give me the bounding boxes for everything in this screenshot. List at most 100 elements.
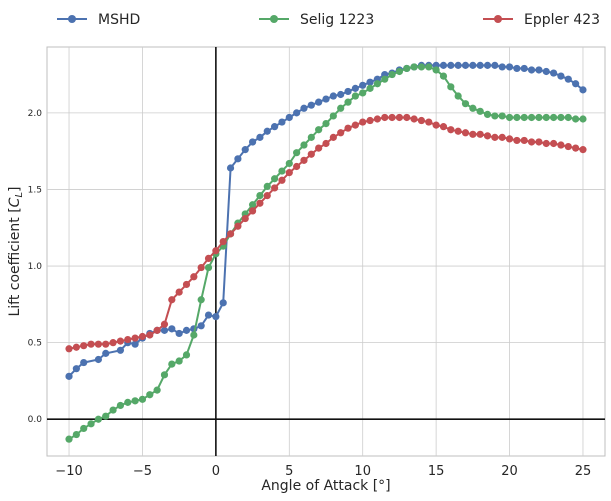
data-point-eppler-423 [160,320,169,328]
data-point-mshd [278,118,286,126]
data-point-selig-1223 [388,70,396,79]
series-eppler-423 [65,113,587,353]
data-point-mshd [285,113,293,122]
data-point-selig-1223 [359,89,367,97]
data-point-mshd [505,63,514,71]
data-point-selig-1223 [535,113,543,122]
y-tick-label: 1.0 [28,262,43,272]
data-point-mshd [476,61,484,69]
x-tick-label: 25 [575,464,592,479]
data-point-eppler-423 [307,150,315,158]
data-point-eppler-423 [146,331,154,339]
data-point-mshd [527,66,536,74]
data-point-eppler-423 [505,135,514,143]
data-point-selig-1223 [109,406,117,414]
plot-frame [46,46,606,457]
legend-label-eppler-423: Eppler 423 [524,12,600,28]
y-tick-labels: 0.0 0.5 1.0 1.5 2.0 [28,109,43,425]
data-point-selig-1223 [417,63,426,71]
data-point-eppler-423 [461,129,470,137]
data-point-selig-1223 [498,112,506,120]
data-point-eppler-423 [337,129,345,137]
data-point-eppler-423 [476,130,484,138]
data-point-mshd [454,61,462,69]
data-point-selig-1223 [72,430,80,439]
data-point-selig-1223 [483,110,492,119]
data-point-eppler-423 [498,133,506,141]
data-point-selig-1223 [527,113,536,122]
data-point-eppler-423 [572,144,580,152]
data-point-eppler-423 [248,207,257,215]
data-point-eppler-423 [131,334,139,342]
series-mshd [65,61,587,380]
data-point-mshd [293,109,301,117]
data-point-selig-1223 [454,92,462,100]
data-point-eppler-423 [388,113,396,122]
data-point-selig-1223 [461,100,470,108]
data-point-selig-1223 [395,67,404,76]
data-point-selig-1223 [248,201,257,209]
data-point-mshd [579,86,587,94]
data-point-mshd [439,61,448,69]
data-point-selig-1223 [351,92,359,100]
legend-item-selig-1223: Selig 1223 [259,12,374,28]
data-point-mshd [557,72,565,80]
data-point-selig-1223 [138,395,147,403]
data-point-eppler-423 [381,113,389,122]
data-point-mshd [351,84,359,92]
data-point-mshd [263,127,271,135]
data-point-mshd [72,365,80,373]
data-point-selig-1223 [175,357,183,365]
data-point-selig-1223 [204,263,213,272]
data-point-selig-1223 [87,420,95,428]
x-tick-label: −5 [133,464,152,479]
data-point-eppler-423 [373,115,381,123]
data-point-eppler-423 [226,230,235,238]
x-tick-label: 15 [428,464,445,479]
x-tick-label: 20 [501,464,518,479]
legend-marker-eppler-423 [494,15,502,23]
data-point-eppler-423 [72,343,80,351]
data-point-mshd [65,372,73,380]
data-point-mshd [219,299,227,307]
y-tick-label: 1.5 [28,185,42,195]
data-point-selig-1223 [300,141,308,149]
data-point-mshd [256,133,264,141]
legend-item-mshd: MSHD [57,12,140,28]
data-point-eppler-423 [454,127,462,135]
data-point-eppler-423 [417,116,426,125]
data-point-eppler-423 [366,116,374,125]
data-point-selig-1223 [469,104,477,112]
data-point-selig-1223 [168,360,176,368]
data-point-selig-1223 [160,371,169,379]
data-point-selig-1223 [432,66,440,74]
data-point-mshd [447,61,455,69]
data-point-eppler-423 [513,136,521,145]
data-point-eppler-423 [432,121,440,129]
data-point-selig-1223 [557,113,565,122]
data-point-mshd [175,329,183,338]
data-point-mshd [513,64,521,73]
data-point-eppler-423 [153,326,161,334]
data-point-selig-1223 [579,115,587,123]
data-point-eppler-423 [190,273,198,281]
data-point-mshd [491,61,499,69]
data-point-eppler-423 [293,162,301,171]
data-point-mshd [469,61,477,69]
data-point-eppler-423 [322,139,330,148]
legend: MSHD Selig 1223 Eppler 423 [57,12,600,28]
data-point-selig-1223 [403,64,411,73]
data-point-eppler-423 [94,340,102,348]
data-point-selig-1223 [564,113,572,122]
data-point-mshd [329,92,337,100]
data-point-eppler-423 [315,144,323,152]
data-point-mshd [498,63,506,71]
data-point-selig-1223 [513,113,521,122]
data-point-selig-1223 [80,424,88,433]
x-axis-label: Angle of Attack [°] [261,478,390,494]
data-point-selig-1223 [520,113,528,122]
data-point-selig-1223 [315,126,323,134]
data-point-selig-1223 [572,115,580,123]
data-point-mshd [271,123,279,131]
data-point-mshd [160,326,169,334]
